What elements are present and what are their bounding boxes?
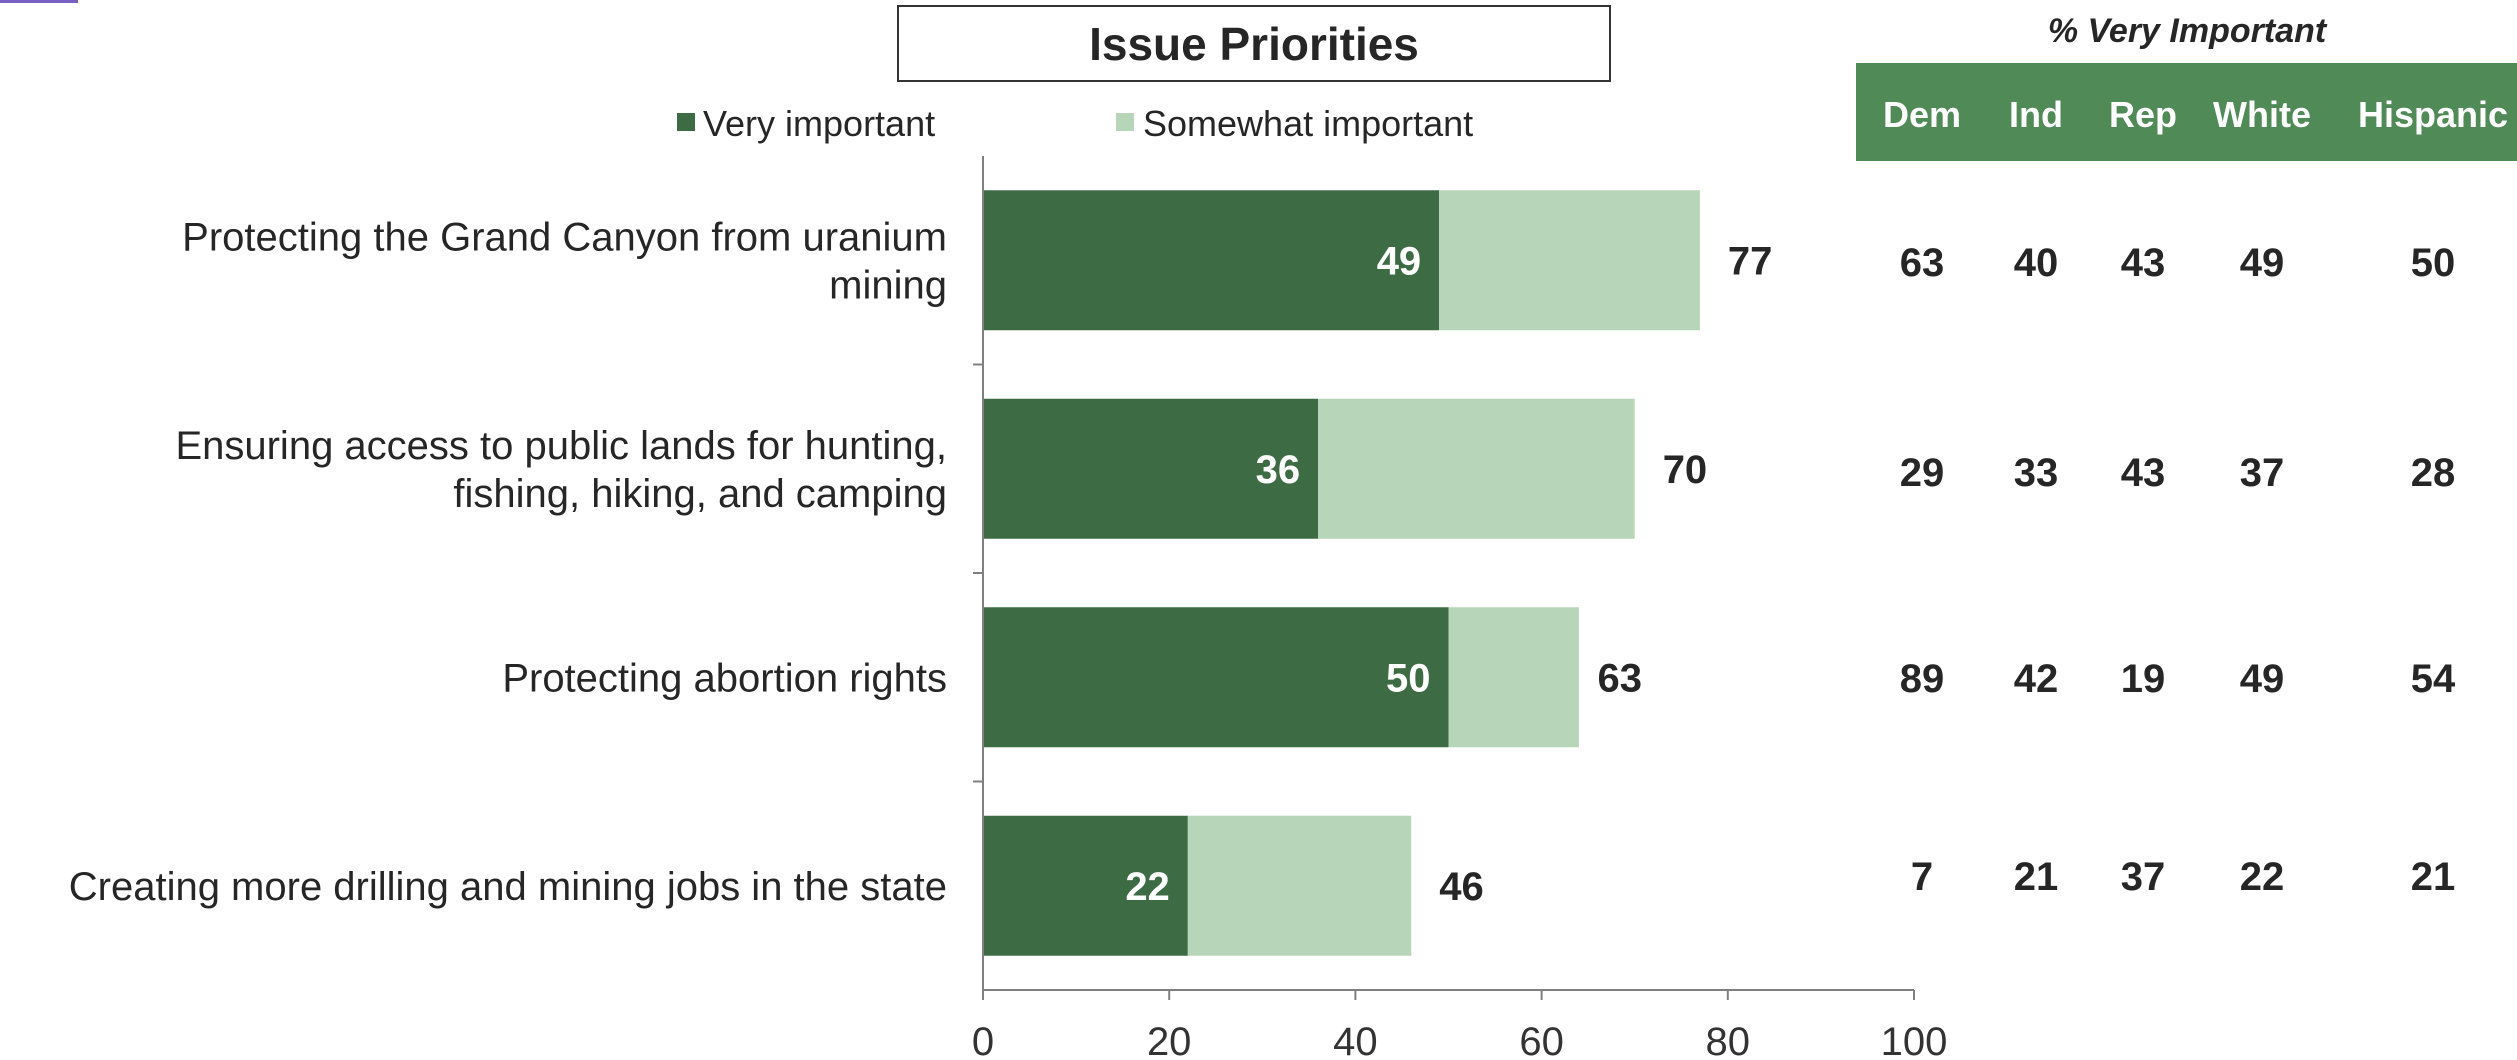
bar-value-label-0: 49 [1377, 239, 1422, 283]
table-cell-2-1: 42 [2014, 657, 2059, 701]
x-axis: 0 20 40 60 80 100 [972, 156, 1948, 1060]
x-tick-label-4: 80 [1706, 1020, 1751, 1060]
table-cell-1-4: 28 [2411, 451, 2456, 495]
table-cell-1-0: 29 [1900, 451, 1945, 495]
bar-value-label-1: 36 [1256, 448, 1301, 492]
table-cell-2-0: 89 [1900, 657, 1945, 701]
bar-total-label-0: 77 [1728, 239, 1773, 283]
bar-very-important-1 [983, 398, 1319, 539]
table-cell-2-2: 19 [2121, 657, 2166, 701]
bar-somewhat-important-2 [1448, 607, 1579, 748]
category-label-3: Creating more drilling and mining jobs i… [69, 865, 947, 909]
table-col-header-ind: Ind [2009, 94, 2063, 135]
bar-value-label-3: 22 [1125, 865, 1170, 909]
category-label-0: Protecting the Grand Canyon from uranium… [182, 215, 947, 307]
legend-swatch-very-important [677, 113, 695, 131]
bar-somewhat-important-3 [1187, 815, 1412, 956]
bar-total-label-1: 70 [1663, 448, 1708, 492]
table-cell-3-3: 22 [2240, 855, 2285, 899]
chart-title: Issue Priorities [1089, 18, 1419, 70]
table-cell-3-0: 7 [1911, 855, 1933, 899]
table-cell-0-2: 43 [2121, 241, 2166, 285]
bar-very-important-0 [983, 190, 1440, 331]
table-col-header-hispanic: Hispanic [2358, 94, 2508, 135]
bars-layer: 49 77 36 70 50 63 22 46 [983, 190, 1772, 956]
legend-label-somewhat-important: Somewhat important [1143, 103, 1473, 144]
bar-very-important-3 [983, 815, 1188, 956]
table-col-header-rep: Rep [2109, 94, 2177, 135]
table-cell-1-2: 43 [2121, 451, 2166, 495]
x-tick-label-1: 20 [1147, 1020, 1192, 1060]
legend-swatch-somewhat-important [1116, 113, 1134, 131]
bar-somewhat-important-0 [1439, 190, 1700, 331]
category-labels: Protecting the Grand Canyon from uranium… [69, 215, 947, 909]
x-tick-label-2: 40 [1333, 1020, 1378, 1060]
table-cell-2-4: 54 [2411, 657, 2456, 701]
bar-total-label-2: 63 [1598, 656, 1643, 700]
bar-somewhat-important-1 [1318, 398, 1635, 539]
legend-label-very-important: Very important [703, 103, 935, 144]
table-col-header-white: White [2213, 94, 2311, 135]
x-tick-label-5: 100 [1881, 1020, 1948, 1060]
bar-total-label-3: 46 [1439, 865, 1484, 909]
x-tick-label-3: 60 [1519, 1020, 1564, 1060]
table-cell-2-3: 49 [2240, 657, 2285, 701]
table-header: Dem Ind Rep White Hispanic [1883, 94, 2508, 135]
table-body: 63 40 43 49 50 29 33 43 37 28 89 42 19 49 54 7 21 37 22 21 [1900, 241, 2456, 899]
table-col-header-dem: Dem [1883, 94, 1961, 135]
table-title: % Very Important [2048, 12, 2328, 50]
table-cell-0-3: 49 [2240, 241, 2285, 285]
table-cell-0-4: 50 [2411, 241, 2456, 285]
chart-title-box [897, 5, 1611, 82]
table-cell-0-1: 40 [2014, 241, 2059, 285]
table-cell-1-1: 33 [2014, 451, 2059, 495]
x-tick-label-0: 0 [972, 1020, 994, 1060]
table-cell-3-2: 37 [2121, 855, 2166, 899]
table-cell-3-1: 21 [2014, 855, 2059, 899]
table-cell-3-4: 21 [2411, 855, 2456, 899]
category-label-1: Ensuring access to public lands for hunt… [175, 424, 947, 516]
table-header-bar [1856, 63, 2517, 161]
bar-very-important-2 [983, 607, 1449, 748]
bar-value-label-2: 50 [1386, 656, 1431, 700]
category-label-2: Protecting abortion rights [502, 656, 947, 700]
table-cell-0-0: 63 [1900, 241, 1945, 285]
table-cell-1-3: 37 [2240, 451, 2285, 495]
